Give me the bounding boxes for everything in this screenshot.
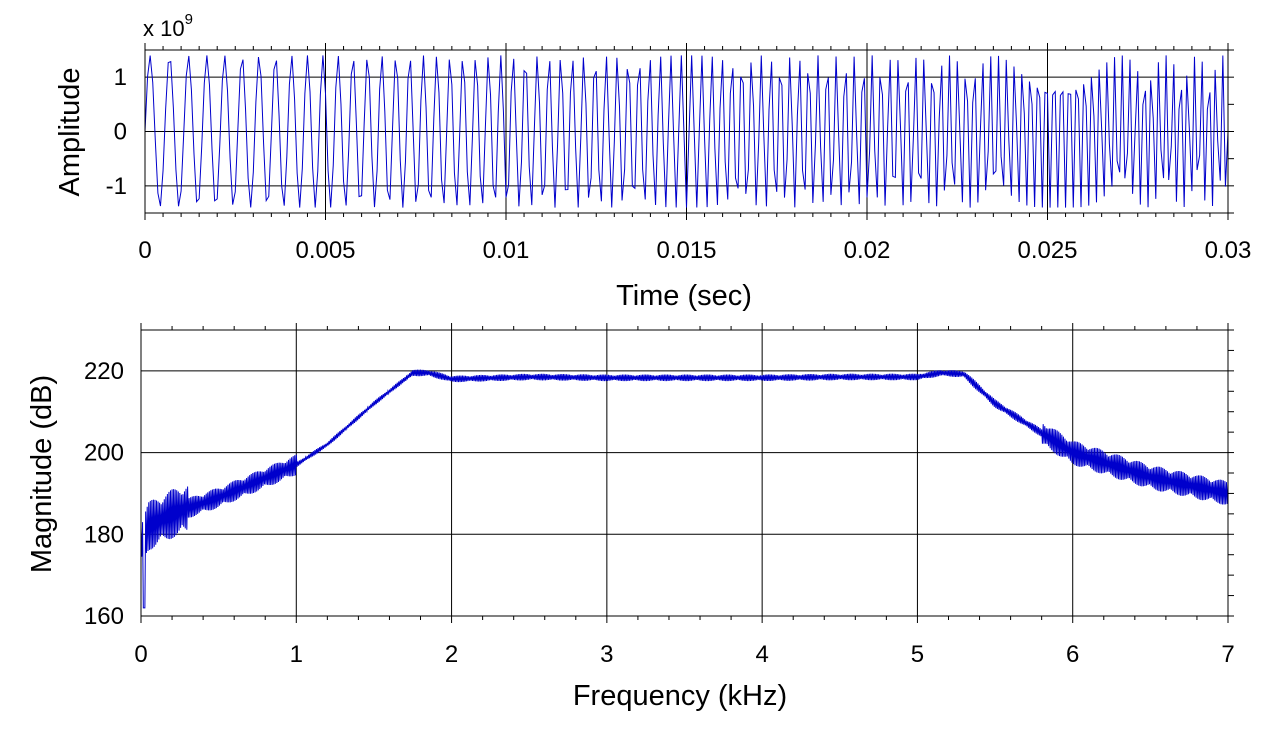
spectrum-x-tick-label-3: 3 [600, 641, 613, 668]
time-y-tick-label-0: -1 [106, 173, 127, 200]
spectrum-line [140, 369, 1229, 609]
time-y-exponent-base: x 10 [143, 16, 185, 41]
time-y-axis-label: Amplitude [54, 68, 86, 197]
time-x-tick-label-0: 0 [138, 237, 151, 264]
time-x-tick-label-1: 0.005 [295, 237, 355, 264]
spectrum-y-tick-label-3: 220 [84, 358, 124, 385]
spectrum-plot: 0 1 2 3 4 5 6 7 160 180 200 220 Frequency (kHz) Ma… [26, 323, 1235, 712]
time-x-tick-label-2: 0.01 [483, 237, 530, 264]
time-x-axis-label: Time (sec) [616, 280, 752, 312]
time-x-tick-label-5: 0.025 [1017, 237, 1077, 264]
time-ticks [144, 43, 1234, 220]
time-x-tick-label-3: 0.015 [656, 237, 716, 264]
spectrum-x-tick-label-0: 0 [134, 641, 147, 668]
spectrum-x-tick-labels: 0 1 2 3 4 5 6 7 [134, 641, 1234, 668]
spectrum-y-tick-label-0: 160 [84, 603, 124, 630]
spectrum-x-tick-label-5: 5 [911, 641, 924, 668]
time-y-tick-label-2: 1 [114, 64, 127, 91]
spectrum-y-tick-label-1: 180 [84, 521, 124, 548]
time-grid [144, 50, 1229, 213]
spectrum-x-axis-label: Frequency (kHz) [573, 680, 787, 712]
time-x-tick-labels: 0 0.005 0.01 0.015 0.02 0.025 0.03 [138, 237, 1251, 264]
time-plot: 0 0.005 0.01 0.015 0.02 0.025 0.03 -101 x 109 … [54, 11, 1251, 312]
spectrum-y-tick-labels: 160 180 200 220 [84, 358, 124, 630]
spectrum-x-tick-label-7: 7 [1221, 641, 1234, 668]
time-y-exponent: x 109 [143, 11, 193, 41]
spectrum-x-tick-label-6: 6 [1066, 641, 1079, 668]
time-y-tick-labels: -1 0 1 [106, 64, 127, 200]
time-y-tick-label-1: 0 [114, 119, 127, 146]
chirp-signal-line [144, 55, 1229, 208]
spectrum-x-tick-label-2: 2 [445, 641, 458, 668]
spectrum-ticks [140, 323, 1234, 623]
time-y-exponent-power: 9 [185, 11, 193, 28]
spectrum-x-tick-label-4: 4 [755, 641, 768, 668]
time-x-tick-label-6: 0.03 [1205, 237, 1252, 264]
spectrum-y-tick-label-2: 200 [84, 440, 124, 467]
spectrum-y-axis-label: Magnitude (dB) [26, 375, 58, 573]
time-x-tick-label-4: 0.02 [844, 237, 891, 264]
spectrum-x-tick-label-1: 1 [290, 641, 303, 668]
